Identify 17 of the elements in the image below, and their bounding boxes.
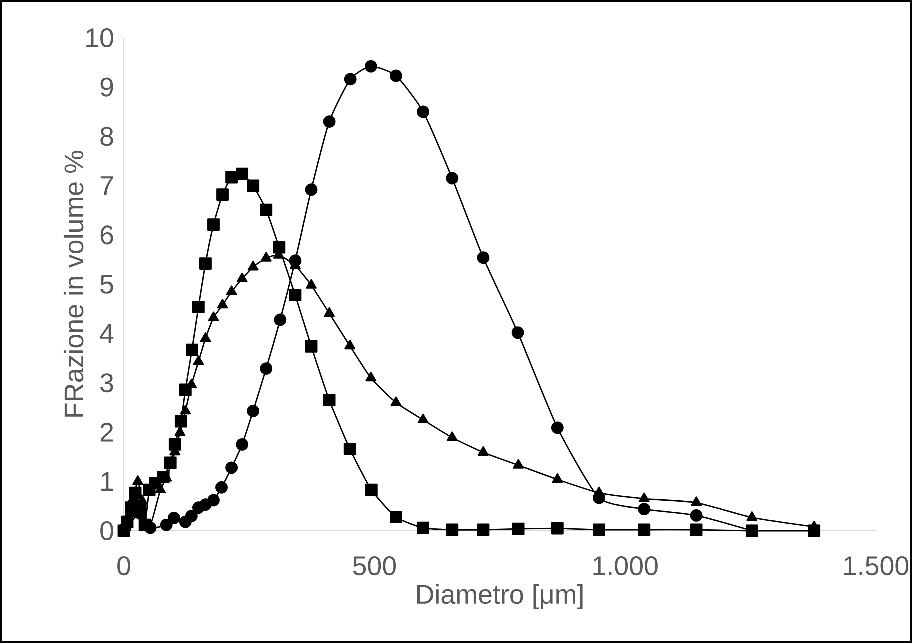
x-axis-title: Diametro [μm]: [417, 584, 583, 610]
y-tick-label: 10: [86, 28, 114, 48]
y-tick-label: 1: [102, 472, 114, 491]
y-tick-label: 2: [100, 423, 114, 442]
y-tick-label: 0: [100, 521, 114, 541]
x-tick-label: 1.500: [844, 556, 909, 576]
y-tick-label: 9: [100, 78, 114, 97]
x-tick-label: 0: [118, 556, 130, 576]
y-tick-label: 3: [100, 374, 114, 393]
y-tick-label: 7: [100, 176, 114, 196]
y-tick-label: 6: [100, 226, 114, 245]
y-tick-label: 4: [100, 324, 114, 344]
y-tick-label: 8: [100, 127, 114, 146]
y-axis-title: FRazione in volume %: [64, 150, 84, 417]
y-tick-label: 5: [100, 275, 114, 294]
x-tick-label: 1.000: [594, 556, 658, 576]
x-tick-label: 500: [353, 556, 396, 576]
